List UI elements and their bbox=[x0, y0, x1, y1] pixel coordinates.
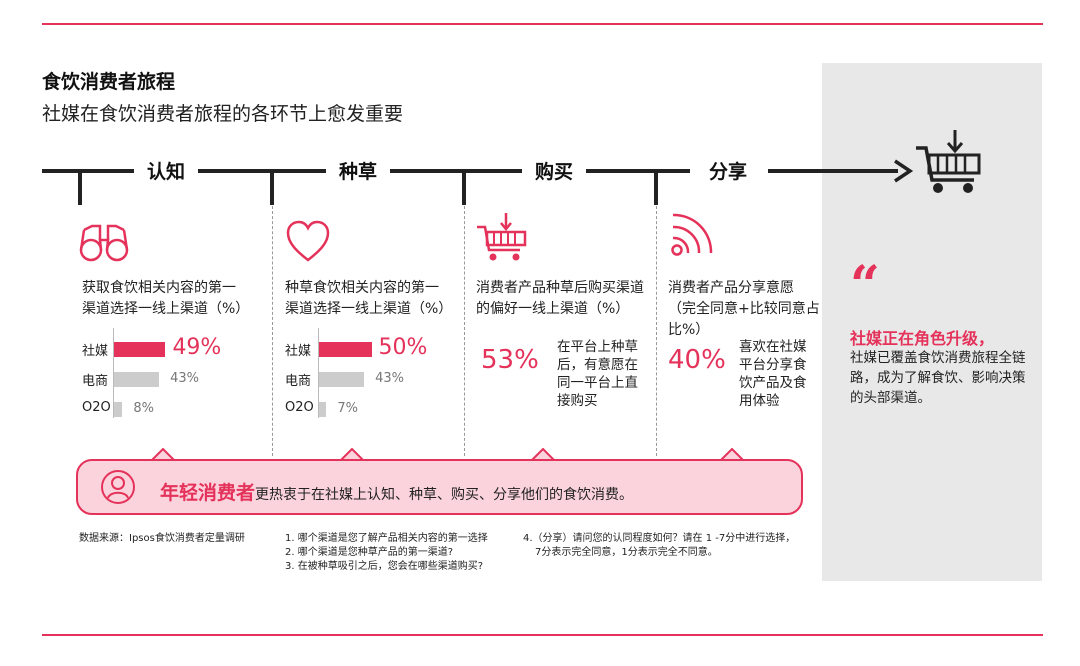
timeline-tick bbox=[462, 171, 466, 205]
column-divider bbox=[656, 206, 657, 456]
timeline-segment bbox=[586, 169, 690, 173]
bar bbox=[319, 342, 372, 357]
banner-body: 更热衷于在社媒上认知、种草、购买、分享他们的食饮消费。 bbox=[255, 487, 634, 503]
share-description: 喜欢在社媒 平台分享食 饮产品及食 用体验 bbox=[739, 339, 807, 409]
bar-category-label: O2O bbox=[82, 400, 111, 415]
share-question: 消费者产品分享意愿 （完全同意+比较同意占 比%） bbox=[668, 280, 820, 338]
bar-value-label: 7% bbox=[337, 401, 358, 416]
page-subtitle: 社媒在食饮消费者旅程的各环节上愈发重要 bbox=[42, 103, 404, 125]
chart-axis bbox=[318, 328, 319, 418]
timeline-arrowhead-icon bbox=[894, 159, 914, 183]
panel-text: 社媒已覆盖食饮消费旅程全链路，成为了解食饮、影响决策的头部渠道。 bbox=[850, 350, 1026, 406]
column-divider bbox=[464, 206, 465, 456]
footnotes-col2: 4.（分享）请问您的认同程度如何？请在 1 -7分中进行选择， 7分表示完全同意… bbox=[523, 533, 796, 558]
column-divider bbox=[272, 206, 273, 456]
bar bbox=[114, 372, 160, 387]
bar-value-label: 50% bbox=[378, 335, 428, 360]
key-finding-banner: 年轻消费者更热衷于在社媒上认知、种草、购买、分享他们的食饮消费。 bbox=[76, 459, 803, 515]
binoculars-icon bbox=[79, 224, 129, 262]
banner-notch bbox=[530, 448, 556, 461]
timeline-segment bbox=[390, 169, 522, 173]
bar-category-label: O2O bbox=[285, 400, 314, 415]
awareness-question: 获取食饮相关内容的第一 渠道选择一线上渠道（%） bbox=[82, 280, 250, 317]
bar-value-label: 49% bbox=[172, 335, 222, 360]
bar-category-label: 社媒 bbox=[82, 344, 109, 359]
stage-share: 分享 bbox=[708, 161, 747, 183]
banner-notch bbox=[339, 448, 365, 461]
bar bbox=[114, 342, 166, 357]
timeline-segment bbox=[198, 169, 326, 173]
timeline-tick bbox=[270, 171, 274, 205]
chart-axis bbox=[113, 328, 114, 418]
bar-value-label: 43% bbox=[170, 371, 200, 386]
share-percentage: 40% bbox=[668, 345, 726, 375]
timeline-tick bbox=[654, 171, 658, 205]
purchase-percentage: 53% bbox=[481, 345, 539, 375]
top-rule bbox=[42, 23, 1043, 25]
bar bbox=[319, 402, 327, 417]
stage-purchase: 购买 bbox=[534, 161, 573, 183]
page-title: 食饮消费者旅程 bbox=[42, 71, 176, 93]
banner-notch bbox=[150, 448, 176, 461]
share-signal-icon bbox=[671, 213, 713, 256]
bar bbox=[114, 402, 123, 417]
seeding-question: 种草食饮相关内容的第一 渠道选择一线上渠道（%） bbox=[285, 280, 453, 317]
bar-value-label: 8% bbox=[133, 401, 155, 416]
footnotes-col1: 1. 哪个渠道是您了解产品相关内容的第一选择 2. 哪个渠道是您种草产品的第一渠… bbox=[285, 533, 488, 572]
data-source: 数据来源：Ipsos食饮消费者定量调研 bbox=[79, 533, 245, 544]
bar-value-label: 43% bbox=[375, 371, 405, 386]
banner-text: 年轻消费者更热衷于在社媒上认知、种草、购买、分享他们的食饮消费。 bbox=[160, 478, 633, 505]
timeline-segment bbox=[42, 169, 134, 173]
heart-icon bbox=[286, 220, 330, 262]
user-icon bbox=[101, 470, 135, 504]
bar-category-label: 电商 bbox=[82, 374, 109, 389]
purchase-description: 在平台上种草 后，有意愿在 同一平台上直 接购买 bbox=[557, 339, 638, 409]
stage-awareness: 认知 bbox=[146, 161, 185, 183]
panel-heading: 社媒正在角色升级， bbox=[850, 329, 995, 348]
bar bbox=[319, 372, 365, 387]
cart-icon bbox=[916, 130, 981, 193]
bottom-rule bbox=[42, 634, 1043, 636]
banner-highlight: 年轻消费者 bbox=[160, 482, 256, 504]
banner-notch bbox=[719, 448, 745, 461]
bar-category-label: 电商 bbox=[285, 374, 312, 389]
timeline-tick bbox=[78, 171, 82, 205]
quote-mark: “ bbox=[850, 255, 880, 316]
timeline-segment bbox=[768, 169, 898, 173]
insight-panel bbox=[822, 63, 1042, 581]
purchase-question: 消费者产品种草后购买渠道 的偏好一线上渠道（%） bbox=[476, 280, 644, 317]
stage-seeding: 种草 bbox=[338, 161, 377, 183]
bar-category-label: 社媒 bbox=[285, 344, 312, 359]
cart-icon bbox=[477, 213, 527, 261]
